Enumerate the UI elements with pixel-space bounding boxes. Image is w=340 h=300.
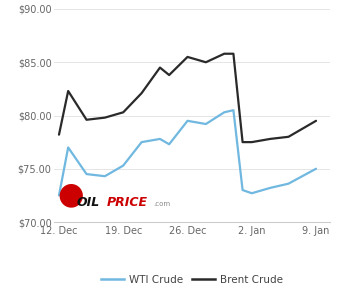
Text: ●: ● xyxy=(57,180,84,209)
Text: OIL: OIL xyxy=(76,196,100,209)
Legend: WTI Crude, Brent Crude: WTI Crude, Brent Crude xyxy=(97,271,287,289)
Text: PRICE: PRICE xyxy=(107,196,148,209)
Text: .com: .com xyxy=(154,201,171,207)
